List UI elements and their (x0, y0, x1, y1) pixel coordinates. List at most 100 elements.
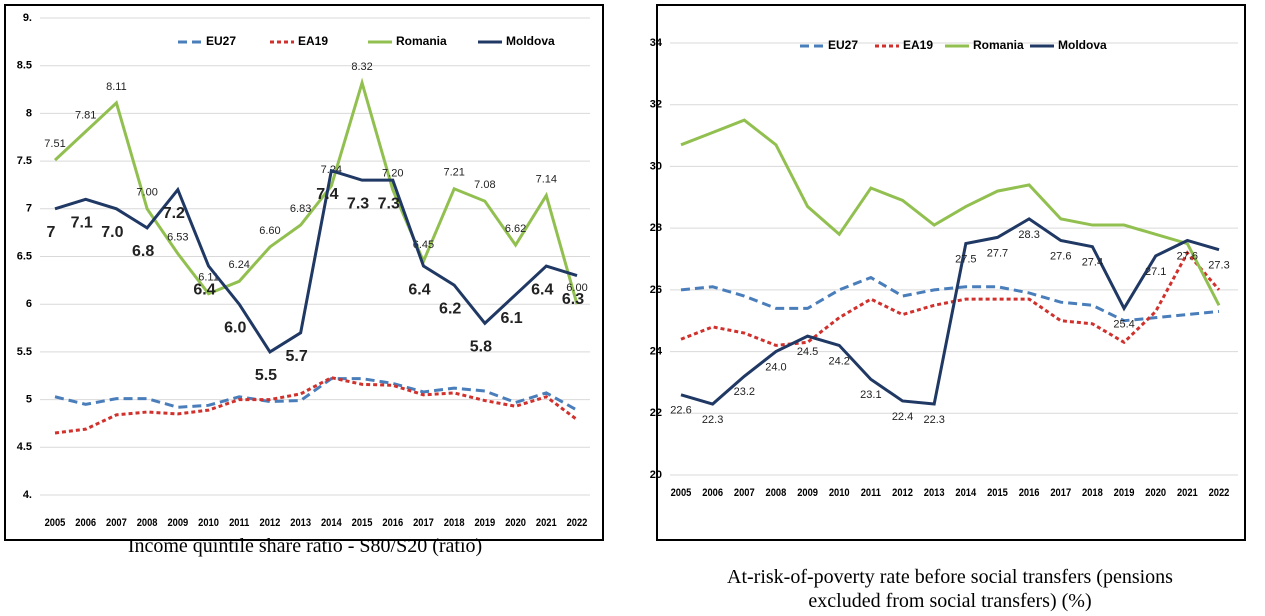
y-tick-label: 8.5 (17, 60, 32, 72)
legend-label: EA19 (903, 38, 933, 52)
data-label: 6.1 (500, 310, 522, 327)
data-label: 6.0 (224, 319, 246, 336)
x-tick-label: 2017 (413, 517, 434, 529)
x-tick-label: 2020 (505, 517, 526, 529)
series-line (54, 376, 578, 435)
y-tick-label: 30 (650, 160, 662, 172)
data-label: 7.14 (536, 173, 557, 185)
data-label: 22.3 (923, 414, 944, 426)
legend-label: Moldova (506, 34, 555, 48)
x-tick-label: 2010 (829, 487, 850, 499)
y-tick-label: 8 (26, 107, 32, 119)
data-label: 6.4 (193, 281, 215, 298)
y-tick-label: 20 (650, 469, 662, 481)
data-label: 23.1 (860, 389, 881, 401)
y-tick-label: 5.5 (17, 346, 32, 358)
chart-caption: At-risk-of-poverty rate before social tr… (727, 566, 1173, 612)
x-tick-label: 2021 (536, 517, 557, 529)
legend-label: EU27 (828, 38, 858, 52)
data-label: 7.21 (443, 167, 464, 179)
data-label: 8.11 (106, 81, 127, 93)
x-tick-label: 2008 (137, 517, 158, 529)
data-label: 23.2 (734, 386, 755, 398)
data-label: 25.4 (1113, 318, 1134, 330)
y-tick-label: 7.5 (17, 155, 32, 167)
data-label: 7.0 (101, 224, 123, 241)
y-tick-label: 7 (26, 203, 32, 215)
data-label: 6.4 (408, 281, 430, 298)
data-label: 27.4 (1082, 257, 1103, 269)
x-tick-label: 2017 (1050, 487, 1071, 499)
y-tick-label: 5 (26, 394, 32, 406)
x-tick-label: 2016 (1019, 487, 1040, 499)
data-label: 7 (47, 224, 56, 241)
data-label: 6.60 (259, 225, 280, 237)
x-tick-label: 2012 (892, 487, 913, 499)
y-tick-label: 4. (23, 489, 32, 501)
data-label: 7.51 (44, 138, 65, 150)
series-line (680, 217, 1220, 406)
x-tick-label: 2005 (671, 487, 692, 499)
legend-label: EU27 (206, 34, 236, 48)
y-tick-label: 24 (650, 345, 663, 357)
chart-frame (4, 4, 604, 541)
chart-frame (656, 4, 1246, 541)
x-tick-label: 2014 (955, 487, 976, 499)
series-line (680, 118, 1221, 306)
data-label: 7.08 (474, 179, 495, 191)
x-tick-label: 2013 (290, 517, 311, 529)
data-label: 24.2 (829, 355, 850, 367)
x-tick-label: 2007 (734, 487, 755, 499)
data-label: 22.6 (670, 405, 691, 417)
data-label: 7.1 (71, 214, 93, 231)
data-label: 22.4 (892, 411, 913, 423)
y-tick-label: 22 (650, 407, 662, 419)
data-label: 6.00 (566, 282, 587, 294)
y-tick-label: 9. (23, 12, 32, 24)
x-tick-label: 2019 (474, 517, 495, 529)
legend-label: Romania (973, 38, 1024, 52)
x-tick-label: 2008 (766, 487, 787, 499)
data-label: 6.62 (505, 223, 526, 235)
data-label: 6.53 (167, 232, 188, 244)
data-label: 5.8 (470, 338, 492, 355)
x-tick-label: 2011 (229, 517, 250, 529)
data-label: 7.00 (136, 187, 157, 199)
x-tick-label: 2012 (260, 517, 281, 529)
y-tick-label: 26 (650, 284, 662, 296)
x-tick-label: 2022 (567, 517, 588, 529)
x-tick-label: 2016 (382, 517, 403, 529)
data-label: 6.4 (531, 281, 553, 298)
x-tick-label: 2010 (198, 517, 219, 529)
data-label: 22.3 (702, 414, 723, 426)
series-line (680, 250, 1221, 347)
x-tick-label: 2015 (987, 487, 1008, 499)
data-label: 24.5 (797, 346, 818, 358)
y-tick-label: 28 (650, 222, 662, 234)
data-label: 5.5 (255, 367, 277, 384)
x-tick-label: 2014 (321, 517, 342, 529)
x-tick-label: 2006 (702, 487, 723, 499)
legend-label: Moldova (1058, 38, 1107, 52)
data-label: 7.81 (75, 109, 96, 121)
data-label: 27.6 (1177, 250, 1198, 262)
x-tick-label: 2022 (1209, 487, 1230, 499)
data-label: 6.83 (290, 203, 311, 215)
data-label: 27.7 (987, 247, 1008, 259)
legend-label: EA19 (298, 34, 328, 48)
series-line (54, 168, 578, 354)
data-label: 8.32 (351, 61, 372, 73)
x-tick-label: 2021 (1177, 487, 1198, 499)
x-tick-label: 2007 (106, 517, 127, 529)
data-label: 6.2 (439, 300, 461, 317)
x-tick-label: 2006 (75, 517, 96, 529)
y-tick-label: 4.5 (17, 441, 32, 453)
data-label: 6.3 (562, 291, 584, 308)
series-line (54, 377, 578, 412)
x-tick-label: 2011 (861, 487, 882, 499)
x-tick-label: 2013 (924, 487, 945, 499)
data-label: 6.8 (132, 243, 154, 260)
data-label: 7.3 (378, 195, 400, 212)
